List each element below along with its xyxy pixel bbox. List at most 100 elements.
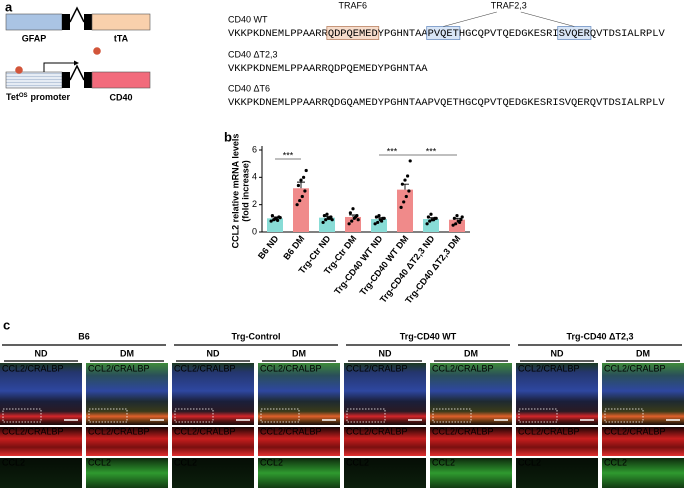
sequence-segment: SVQER <box>559 28 590 40</box>
stain-label: CCL2 <box>518 457 541 467</box>
micrograph <box>258 363 340 425</box>
stain-label: /CRALBP <box>283 426 322 436</box>
micrograph <box>344 363 426 425</box>
stain-label: CCL2 <box>174 426 197 436</box>
data-point <box>354 215 358 219</box>
sequence-segment: VKKPKDNEMLPPAARR <box>228 28 328 40</box>
stain-label: /CRALBP <box>197 426 236 436</box>
x-tick-label: B6 ND <box>256 233 281 261</box>
sequence-segment: HGCQPVTQEDGKESRI <box>459 28 559 40</box>
data-point <box>304 168 308 173</box>
inset-box <box>88 408 128 423</box>
stain-label: /CRALBP <box>283 363 322 373</box>
y-axis-label: (fold increase) <box>240 160 250 222</box>
data-point <box>380 219 384 223</box>
inset-box <box>518 408 558 423</box>
micrograph <box>430 363 512 425</box>
stain-label: /CRALBP <box>541 426 580 436</box>
y-tick-label: 2 <box>252 199 257 209</box>
gene-box <box>91 71 151 89</box>
stain-label: CCL2 <box>174 363 197 373</box>
data-point <box>276 218 280 222</box>
data-point <box>356 218 360 222</box>
sequence-name: CD40 ΔT6 <box>228 83 270 93</box>
stain-label: CCL2 <box>604 363 627 373</box>
stain-label: /CRALBP <box>455 363 494 373</box>
promoter-box <box>5 13 63 31</box>
data-point <box>454 222 458 226</box>
micrograph-zoom <box>602 427 684 456</box>
exon <box>62 14 70 30</box>
y-tick-label: 6 <box>252 144 257 154</box>
micrograph-zoom <box>0 427 82 456</box>
traf-label: TRAF2,3 <box>491 0 527 10</box>
data-point <box>303 189 307 193</box>
condition-label: DM <box>464 348 478 358</box>
exon <box>62 72 70 88</box>
stain-label: CCL2 <box>432 457 455 467</box>
condition-label: ND <box>379 348 392 358</box>
data-point <box>402 200 406 204</box>
group-title: B6 <box>78 331 90 341</box>
data-point <box>330 218 334 222</box>
data-point <box>458 220 462 225</box>
panel-label: c <box>3 317 10 332</box>
data-point <box>269 219 273 223</box>
micrograph-zoom <box>344 427 426 456</box>
sequence-segment: QDPQEMED <box>328 28 378 40</box>
arrow <box>43 62 74 72</box>
inset-box <box>346 408 386 423</box>
stain-label: CCL2 <box>604 457 627 467</box>
sequence-segment: PVQET <box>428 28 459 40</box>
stain-label: /CRALBP <box>111 363 150 373</box>
micrograph <box>86 363 168 425</box>
stain-label: /CRALBP <box>25 363 64 373</box>
construct-cd40: TetOS promoter CD40 <box>5 60 151 102</box>
sequence-segment: VKKPKDNEMLPPAARRQDPQEMEDYPGHNTAA <box>228 63 428 75</box>
inset-box <box>260 408 300 423</box>
superscript: OS <box>19 93 28 99</box>
condition-label: ND <box>35 348 48 358</box>
data-point <box>374 215 378 219</box>
micrograph-zoom <box>344 458 426 488</box>
stain-label: CCL2 <box>88 426 111 436</box>
data-point <box>382 216 386 220</box>
data-point <box>273 217 277 221</box>
data-point <box>432 218 436 222</box>
micrograph-zoom <box>86 427 168 456</box>
condition-label: DM <box>636 348 650 358</box>
arrow-head <box>74 60 79 66</box>
significance-label: *** <box>387 146 398 156</box>
construct-label: GFAP <box>22 33 47 43</box>
data-point <box>459 218 463 222</box>
y-axis-label: CCL2 relative mRNA levels <box>230 134 240 249</box>
sequence-segment: GQA <box>340 97 359 109</box>
stain-label: CCL2 <box>432 426 455 436</box>
data-point <box>328 216 332 220</box>
significance-label: *** <box>283 150 294 160</box>
inset-box <box>174 408 214 423</box>
inset-box <box>432 408 472 423</box>
y-tick-label: 0 <box>252 226 257 236</box>
panel-label: a <box>5 0 13 14</box>
construct-label: CD40 <box>109 92 132 102</box>
stain-label: CCL2 <box>432 363 455 373</box>
significance-label: *** <box>426 146 437 156</box>
data-point <box>321 220 325 225</box>
micrograph <box>0 363 82 425</box>
micrograph <box>516 363 598 425</box>
motif-box <box>326 26 380 40</box>
micrograph-zoom <box>430 427 512 456</box>
intron <box>69 6 85 23</box>
micrograph <box>172 363 254 425</box>
data-point <box>404 194 408 199</box>
data-point <box>347 222 351 226</box>
data-point <box>406 174 410 178</box>
data-point <box>295 203 299 207</box>
bar <box>293 188 309 232</box>
micrograph-zoom <box>602 458 684 488</box>
data-point <box>325 212 329 216</box>
construct-gfap: GFAP tTA <box>5 6 151 43</box>
